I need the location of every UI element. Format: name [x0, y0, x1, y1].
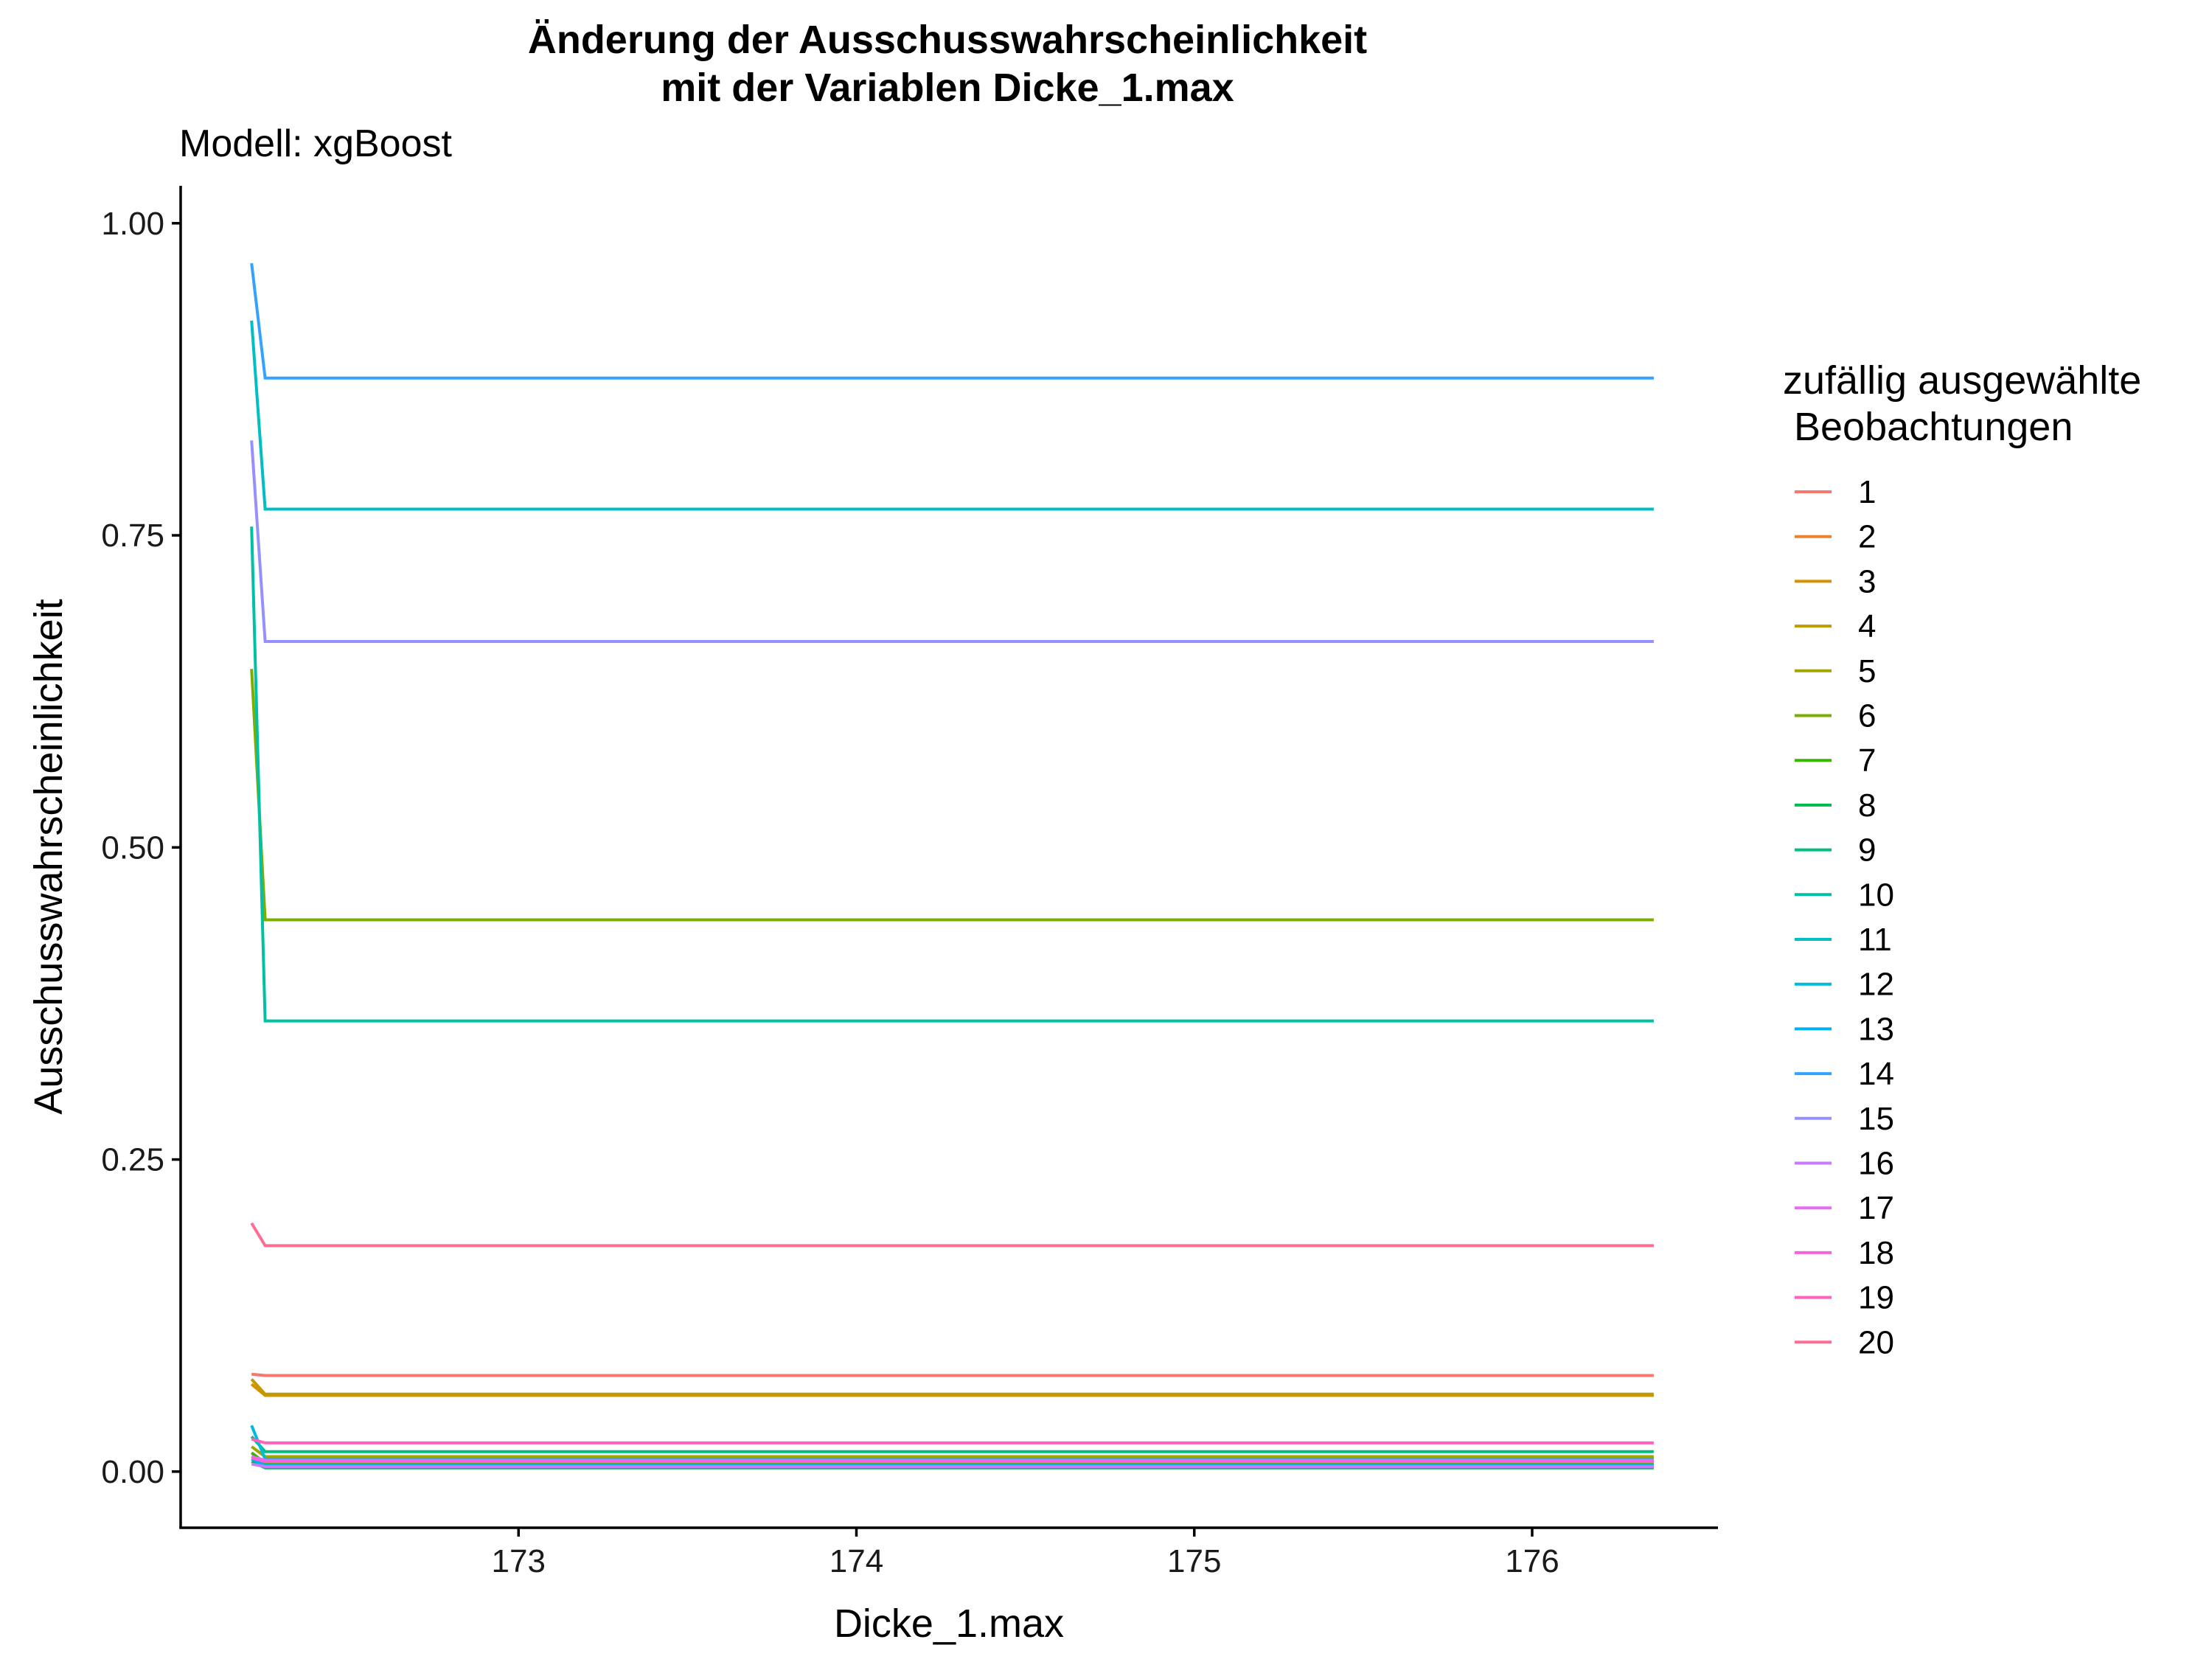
plot-series-group	[250, 262, 1654, 1470]
y-axis-title: Ausschusswahrscheinlichkeit	[27, 599, 71, 1114]
legend-label-15: 15	[1858, 1101, 1894, 1137]
series-line-4	[250, 1378, 1654, 1396]
legend-label-2: 2	[1858, 519, 1876, 555]
legend-item-8: 8	[1795, 787, 1876, 824]
legend-item-10: 10	[1795, 877, 1894, 913]
series-line-20	[250, 1222, 1654, 1248]
legend-label-4: 4	[1858, 608, 1876, 644]
legend-item-19: 19	[1795, 1280, 1894, 1316]
legend-item-2: 2	[1795, 519, 1876, 555]
legend-label-19: 19	[1858, 1280, 1894, 1316]
legend-item-11: 11	[1795, 922, 1892, 958]
legend-item-5: 5	[1795, 653, 1876, 689]
chart-title-line-1: Änderung der Ausschusswahrscheinlichkeit	[528, 18, 1367, 62]
x-tick-label: 175	[1167, 1543, 1221, 1579]
legend-label-7: 7	[1858, 742, 1876, 779]
legend-label-16: 16	[1858, 1146, 1894, 1182]
legend-item-1: 1	[1795, 474, 1876, 510]
legend-label-12: 12	[1858, 967, 1894, 1003]
legend-title-line-1: zufällig ausgewählte	[1783, 358, 2141, 403]
series-line-14	[250, 262, 1654, 380]
y-axis-ticks: 0.00 0.25 0.50 0.75 1.00	[101, 206, 181, 1490]
x-axis-title: Dicke_1.max	[834, 1601, 1064, 1646]
y-tick-label: 0.50	[101, 830, 164, 866]
legend-item-16: 16	[1795, 1146, 1894, 1182]
x-tick-label: 176	[1505, 1543, 1559, 1579]
series-line-1	[251, 1372, 1654, 1377]
legend-item-18: 18	[1795, 1235, 1894, 1271]
y-tick-label: 0.25	[101, 1142, 164, 1178]
y-tick-label: 0.75	[101, 518, 164, 554]
legend-label-1: 1	[1858, 474, 1876, 510]
legend-label-3: 3	[1858, 563, 1876, 599]
legend-item-12: 12	[1795, 967, 1894, 1003]
y-tick-label: 1.00	[101, 206, 164, 242]
series-line-19	[251, 1437, 1654, 1444]
x-tick-label: 174	[830, 1543, 883, 1579]
legend-label-9: 9	[1858, 832, 1876, 869]
legend-item-17: 17	[1795, 1190, 1894, 1226]
chart-title-line-2: mit der Variablen Dicke_1.max	[661, 66, 1234, 110]
x-axis-ticks: 173 174 175 176	[492, 1528, 1559, 1579]
legend-item-14: 14	[1795, 1056, 1894, 1092]
legend-label-17: 17	[1858, 1190, 1894, 1226]
legend-item-3: 3	[1795, 563, 1876, 599]
legend-label-13: 13	[1858, 1011, 1894, 1047]
legend-label-14: 14	[1858, 1056, 1894, 1092]
series-line-15	[250, 440, 1654, 643]
legend-title-line-2: Beobachtungen	[1783, 405, 2073, 449]
chart-subtitle: Modell: xgBoost	[179, 122, 453, 165]
x-tick-label: 173	[492, 1543, 546, 1579]
legend-item-4: 4	[1795, 608, 1876, 644]
legend-item-15: 15	[1795, 1101, 1894, 1137]
legend-label-11: 11	[1858, 922, 1892, 958]
y-tick-label: 0.00	[101, 1454, 164, 1490]
legend-label-8: 8	[1858, 787, 1876, 824]
series-line-6	[250, 669, 1654, 922]
legend: zufällig ausgewählte Beobachtungen 12345…	[1783, 358, 2141, 1360]
series-line-11	[250, 320, 1654, 511]
legend-item-9: 9	[1795, 832, 1876, 869]
legend-label-18: 18	[1858, 1235, 1894, 1271]
legend-item-7: 7	[1795, 742, 1876, 779]
legend-item-6: 6	[1795, 698, 1876, 734]
series-line-16	[251, 1462, 1654, 1468]
series-line-18	[251, 1456, 1654, 1464]
legend-label-5: 5	[1858, 653, 1876, 689]
legend-item-13: 13	[1795, 1011, 1894, 1047]
legend-item-20: 20	[1795, 1324, 1894, 1360]
legend-label-6: 6	[1858, 698, 1876, 734]
legend-label-10: 10	[1858, 877, 1894, 913]
series-line-10	[250, 526, 1654, 1023]
legend-label-20: 20	[1858, 1324, 1894, 1360]
